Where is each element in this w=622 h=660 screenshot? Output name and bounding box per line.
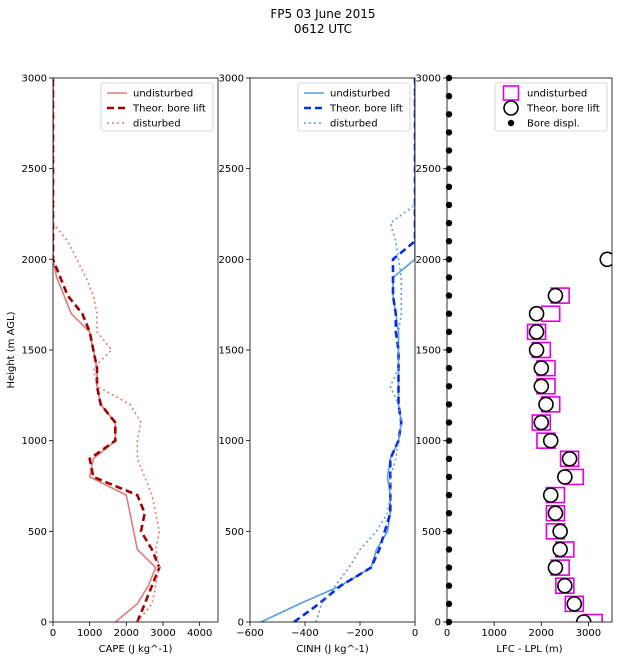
y-tick-label: 0 xyxy=(41,618,47,629)
y-tick-label: 2500 xyxy=(22,164,47,175)
marker-circle-open xyxy=(557,469,573,485)
legend-label: undisturbed xyxy=(133,89,193,100)
y-axis-label: Height (m AGL) xyxy=(6,311,17,388)
y-tick-label: 2000 xyxy=(416,255,441,266)
x-axis-label: CAPE (J kg^-1) xyxy=(99,644,173,655)
y-tick-label: 500 xyxy=(422,527,441,538)
legend-label: disturbed xyxy=(133,119,181,130)
plot-area xyxy=(260,78,415,622)
series-line-2 xyxy=(53,78,161,622)
x-tick-label: 0 xyxy=(412,628,418,639)
panel-1: 0 1000 2000 3000 4000 0 500 1000 1500 2000 2500 300… xyxy=(6,74,219,655)
marker-circle-open xyxy=(557,577,573,594)
x-tick-label: 2000 xyxy=(529,628,554,639)
y-tick-label: 1500 xyxy=(416,346,441,357)
legend-handle xyxy=(502,85,520,101)
y-tick-label: 2500 xyxy=(416,164,441,175)
x-tick-label: 3000 xyxy=(576,628,601,639)
y-tick-label: 2000 xyxy=(219,255,244,266)
x-tick-label: 1000 xyxy=(77,628,102,639)
marker-circle-open xyxy=(547,505,564,522)
legend-box xyxy=(494,82,608,132)
y-tick-label: 2500 xyxy=(219,164,244,175)
marker-square xyxy=(583,613,603,622)
marker-circle-open xyxy=(566,596,583,612)
legend-label: undisturbed xyxy=(330,89,390,100)
legend-handle xyxy=(507,119,515,127)
x-tick-label: 1000 xyxy=(481,628,506,639)
legend-label: Theor. bore lift xyxy=(526,104,600,115)
x-tick-label: 2000 xyxy=(114,628,139,639)
marker-circle-open xyxy=(561,450,578,467)
chart-panels: 0 1000 2000 3000 4000 0 500 1000 1500 2000 2500 300… xyxy=(6,74,613,656)
y-tick-label: 0 xyxy=(435,618,441,629)
series-line-3 xyxy=(53,78,161,622)
series-line-3 xyxy=(315,78,415,622)
y-tick-label: 3000 xyxy=(416,74,441,85)
legend-handle xyxy=(503,100,519,116)
legend: undisturbed Theor. bore lift Bore displ. xyxy=(494,82,608,132)
marker-circle-open xyxy=(533,378,550,395)
marker-circle-open xyxy=(542,487,559,503)
x-tick-label: −400 xyxy=(291,628,318,639)
x-tick-label: 0 xyxy=(444,628,450,639)
marker-circle-open xyxy=(552,523,568,540)
marker-circle-open xyxy=(538,396,554,413)
marker-circle-open xyxy=(533,360,550,376)
panel-2: −600 −400 −200 0 0 500 1000 1500 2000 2500 3000 CIN… xyxy=(219,74,419,656)
y-tick-label: 500 xyxy=(28,527,47,538)
marker-circle-open xyxy=(528,305,545,322)
marker-circle-open xyxy=(528,324,545,340)
y-tick-label: 1000 xyxy=(219,436,244,447)
marker-circle-open xyxy=(547,559,564,576)
plot-area xyxy=(526,251,612,622)
legend: undisturbed Theor. bore lift disturbed xyxy=(297,82,411,132)
y-tick-label: 500 xyxy=(225,527,244,538)
x-axis-label: LFC - LPL (m) xyxy=(496,644,562,655)
legend-label: Theor. bore lift xyxy=(329,104,403,115)
series-line-1 xyxy=(53,78,157,622)
y-tick-label: 1000 xyxy=(416,436,441,447)
axes-frame xyxy=(249,77,416,623)
figure-title-line2: 0612 UTC xyxy=(294,22,352,36)
marker-circle-open xyxy=(533,414,550,431)
y-tick-label: 1500 xyxy=(22,346,47,357)
marker-square xyxy=(540,305,561,323)
figure-title-line1: FP5 03 June 2015 xyxy=(270,7,375,21)
legend-label: undisturbed xyxy=(527,89,587,100)
x-tick-label: −200 xyxy=(346,628,373,639)
legend-label: disturbed xyxy=(330,119,378,130)
y-tick-label: 3000 xyxy=(219,74,244,85)
legend-box xyxy=(100,82,214,132)
x-tick-label: 0 xyxy=(50,628,56,639)
panel-3: 0 1000 2000 3000 0 500 1000 1500 2000 2500 3000 LFC… xyxy=(416,74,613,655)
series-line-1 xyxy=(260,78,415,622)
legend: undisturbed Theor. bore lift disturbed xyxy=(100,82,214,132)
marker-circle-open xyxy=(528,342,545,358)
legend-label: Bore displ. xyxy=(527,119,580,130)
plot-area xyxy=(53,78,161,622)
series-line-2 xyxy=(293,78,415,622)
marker-circle-open xyxy=(542,432,559,449)
legend-box xyxy=(297,82,411,132)
legend-label: Theor. bore lift xyxy=(132,104,206,115)
marker-circle-open xyxy=(552,541,568,558)
x-tick-label: −600 xyxy=(236,628,263,639)
x-tick-label: 3000 xyxy=(150,628,175,639)
y-tick-label: 1500 xyxy=(219,346,244,357)
y-tick-label: 0 xyxy=(238,618,244,629)
marker-circle-open xyxy=(575,614,592,622)
y-tick-label: 2000 xyxy=(22,255,47,266)
y-tick-label: 1000 xyxy=(22,436,47,447)
x-axis-label: CINH (J kg^-1) xyxy=(296,644,369,655)
marker-circle-open xyxy=(599,251,612,268)
marker-circle-open xyxy=(547,287,564,304)
x-tick-label: 4000 xyxy=(187,628,212,639)
y-tick-label: 3000 xyxy=(22,74,47,85)
